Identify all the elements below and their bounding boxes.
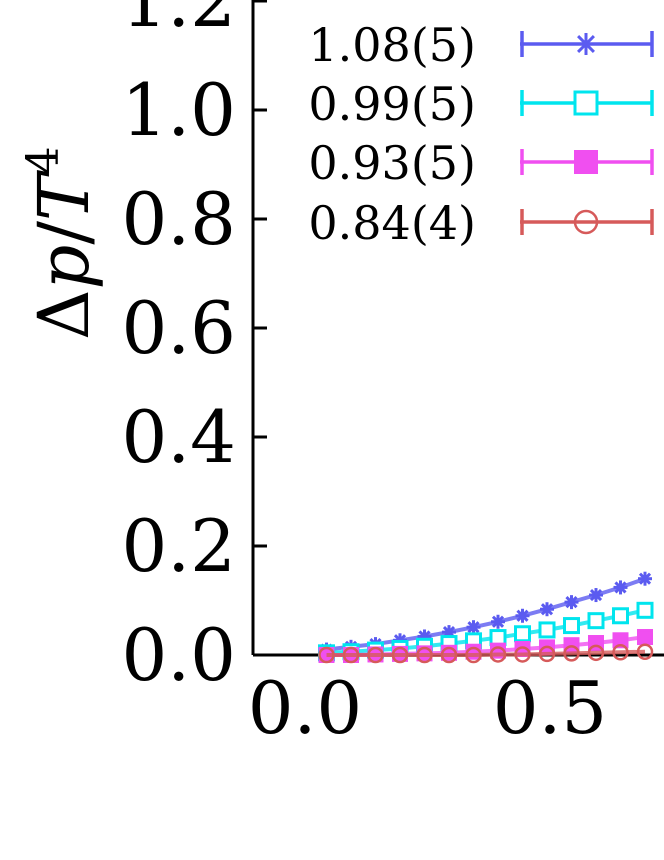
- series-0.84(4): [318, 643, 654, 664]
- x-ticks: 0.0 0.5: [248, 641, 608, 750]
- data-point: [613, 580, 628, 595]
- x-tick-label: 0.5: [493, 666, 608, 750]
- data-point: [538, 645, 556, 663]
- data-point: [636, 601, 654, 619]
- ylabel-T: T: [23, 170, 105, 221]
- y-axis-title: Δp/T4: [18, 146, 105, 340]
- legend-marker: [575, 33, 597, 55]
- y-tick-label: 0.8: [121, 177, 236, 261]
- y-tick-label: 1.2: [121, 0, 236, 43]
- y-tick-label: 0.0: [121, 613, 236, 697]
- legend-label: 0.93(5): [308, 136, 476, 190]
- data-point: [612, 632, 629, 649]
- legend-marker: [574, 150, 598, 174]
- data-point: [318, 646, 335, 664]
- data-point: [538, 621, 556, 639]
- legend-marker: [573, 90, 599, 116]
- legend-label: 0.84(4): [308, 196, 476, 250]
- data-point: [465, 646, 482, 664]
- data-point: [489, 646, 507, 663]
- y-tick-label: 1.0: [121, 68, 236, 152]
- ylabel-p: p: [23, 245, 105, 290]
- data-point: [515, 608, 530, 623]
- data-point: [589, 588, 603, 603]
- data-point: [466, 620, 481, 635]
- data-point: [563, 645, 580, 662]
- data-point: [637, 629, 653, 646]
- data-point: [563, 617, 580, 635]
- data-point: [587, 612, 605, 630]
- legend-label: 0.99(5): [308, 77, 476, 131]
- data-point: [416, 646, 433, 664]
- x-tick-label: 0.0: [248, 666, 363, 750]
- y-tick-label: 0.6: [121, 286, 236, 370]
- legend: 1.08(5)0.99(5)0.93(5) 0.84(4): [308, 18, 654, 250]
- data-point: [514, 646, 531, 663]
- ylabel-slash: /: [23, 221, 105, 245]
- data-point: [367, 646, 384, 664]
- data-point: [514, 625, 531, 643]
- data-point: [491, 614, 505, 629]
- data-point: [342, 646, 360, 664]
- y-ticks: 0.0 0.2 0.4 0.6 0.8 1.0 1.2: [121, 0, 267, 697]
- legend-label: 1.08(5): [308, 18, 476, 72]
- data-point: [612, 607, 629, 625]
- series-line: [326, 649, 646, 657]
- data-point: [440, 646, 458, 664]
- data-point: [391, 646, 409, 664]
- legend-marker: [573, 209, 599, 235]
- data-point: [612, 644, 629, 661]
- data-point: [638, 571, 652, 586]
- y-tick-label: 0.2: [121, 504, 236, 588]
- series-layer: [318, 571, 654, 664]
- ylabel-delta: Δ: [23, 289, 105, 340]
- data-point: [564, 595, 579, 610]
- data-point: [587, 644, 605, 662]
- ylabel-exp: 4: [18, 146, 69, 174]
- data-point: [489, 629, 507, 647]
- y-tick-label: 0.4: [121, 395, 236, 479]
- data-point: [636, 643, 654, 660]
- data-point: [540, 602, 554, 617]
